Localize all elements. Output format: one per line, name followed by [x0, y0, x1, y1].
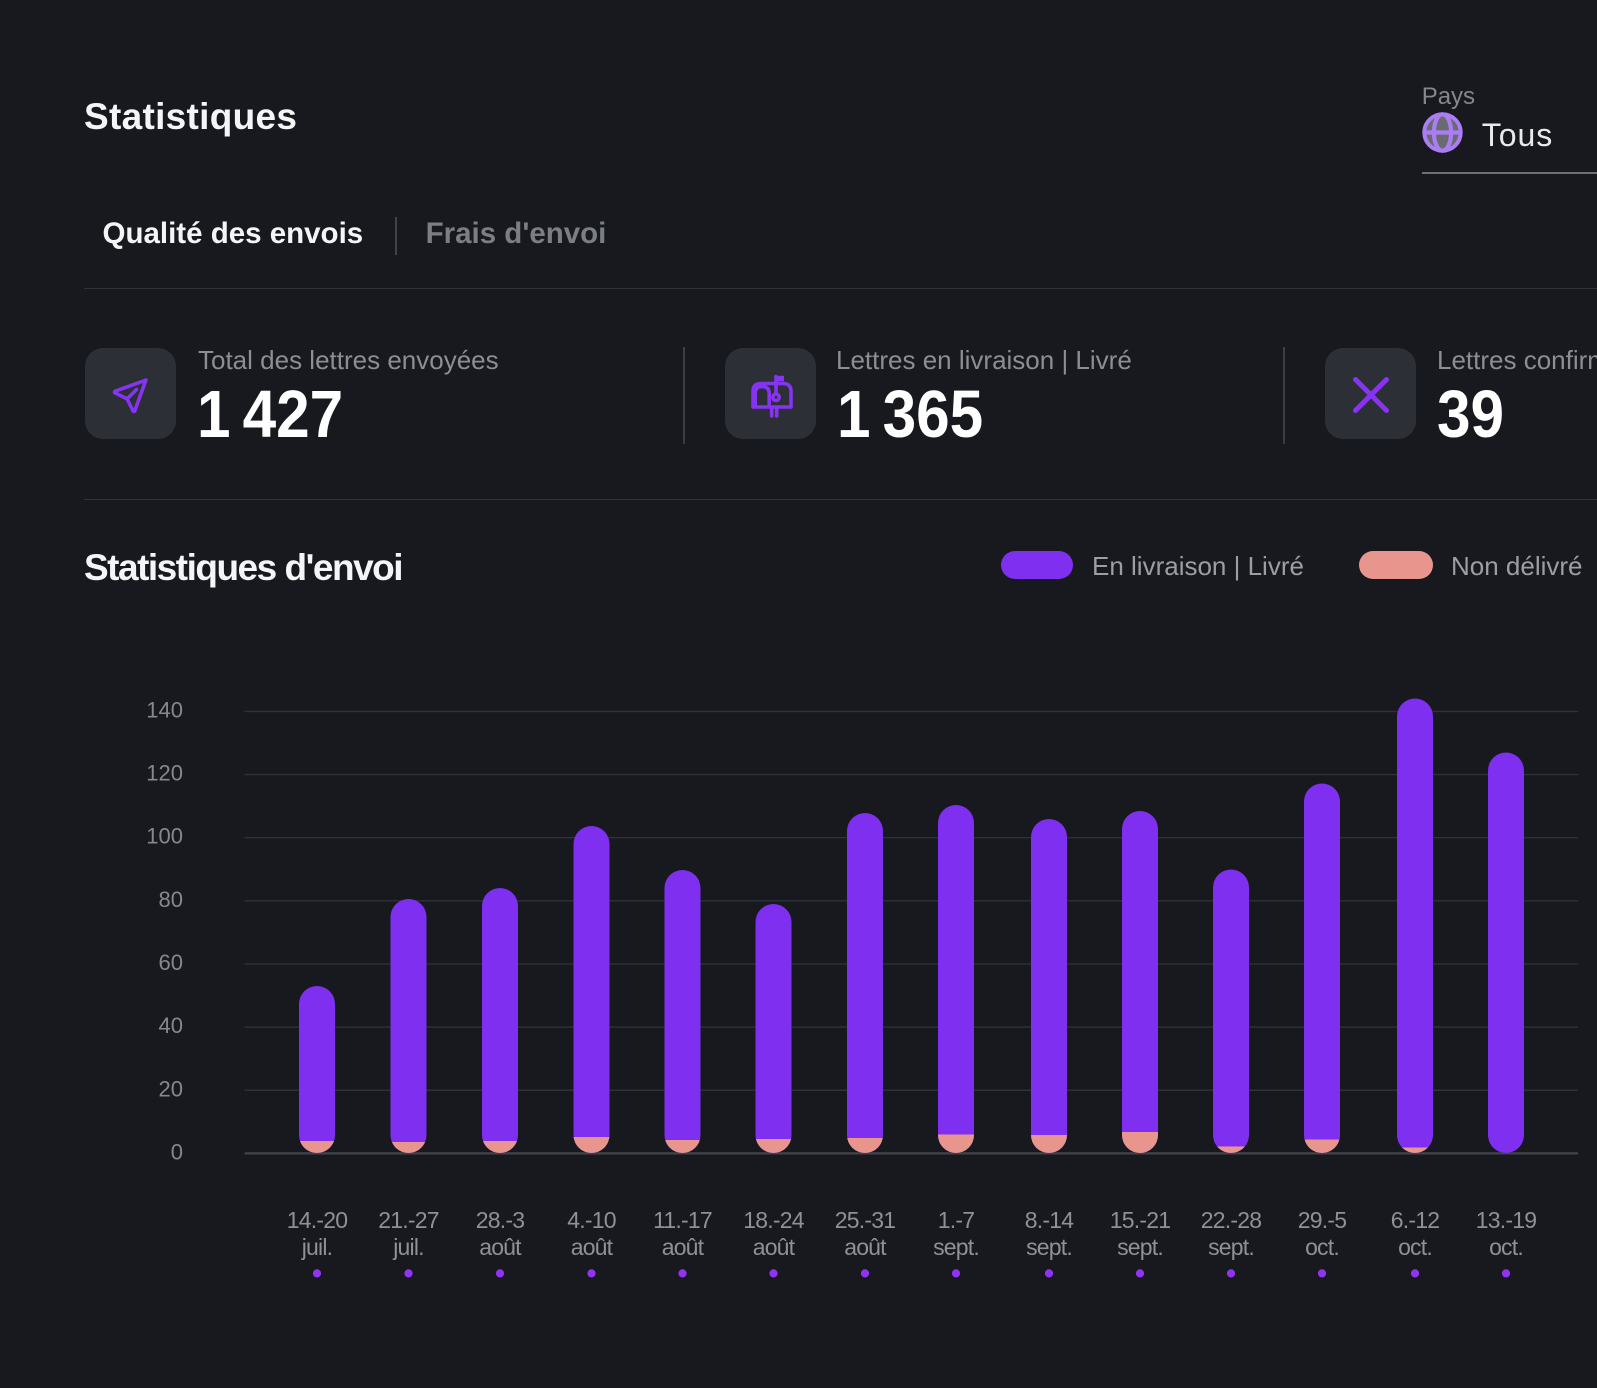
svg-text:sept.: sept.: [1026, 1234, 1072, 1260]
svg-text:60: 60: [159, 950, 183, 975]
svg-text:14.-20: 14.-20: [287, 1207, 347, 1233]
svg-text:août: août: [844, 1234, 887, 1260]
svg-text:29.-5: 29.-5: [1298, 1207, 1346, 1233]
svg-text:sept.: sept.: [933, 1234, 979, 1260]
svg-text:22.-28: 22.-28: [1201, 1207, 1261, 1233]
svg-text:13.-19: 13.-19: [1476, 1207, 1536, 1233]
svg-text:15.-21: 15.-21: [1110, 1207, 1170, 1233]
svg-text:oct.: oct.: [1398, 1234, 1432, 1260]
svg-text:80: 80: [159, 887, 183, 912]
svg-text:21.-27: 21.-27: [378, 1207, 438, 1233]
svg-text:20: 20: [159, 1076, 183, 1101]
svg-text:28.-3: 28.-3: [476, 1207, 524, 1233]
svg-text:25.-31: 25.-31: [835, 1207, 895, 1233]
svg-text:140: 140: [146, 697, 183, 722]
svg-text:18.-24: 18.-24: [743, 1207, 804, 1233]
svg-text:oct.: oct.: [1489, 1234, 1523, 1260]
svg-text:oct.: oct.: [1305, 1234, 1339, 1260]
svg-text:sept.: sept.: [1208, 1234, 1254, 1260]
svg-text:0: 0: [171, 1139, 183, 1164]
svg-text:sept.: sept.: [1117, 1234, 1163, 1260]
svg-text:100: 100: [146, 824, 183, 849]
svg-text:4.-10: 4.-10: [567, 1207, 615, 1233]
svg-text:juil.: juil.: [301, 1234, 333, 1260]
svg-text:11.-17: 11.-17: [653, 1207, 712, 1233]
svg-text:40: 40: [159, 1013, 183, 1038]
svg-text:août: août: [662, 1234, 705, 1260]
svg-text:8.-14: 8.-14: [1025, 1207, 1074, 1233]
svg-text:août: août: [571, 1234, 614, 1260]
svg-text:1.-7: 1.-7: [938, 1207, 974, 1233]
svg-text:août: août: [479, 1234, 522, 1260]
svg-text:6.-12: 6.-12: [1391, 1207, 1439, 1233]
svg-text:août: août: [753, 1234, 796, 1260]
svg-text:juil.: juil.: [392, 1234, 424, 1260]
svg-text:120: 120: [146, 761, 183, 786]
